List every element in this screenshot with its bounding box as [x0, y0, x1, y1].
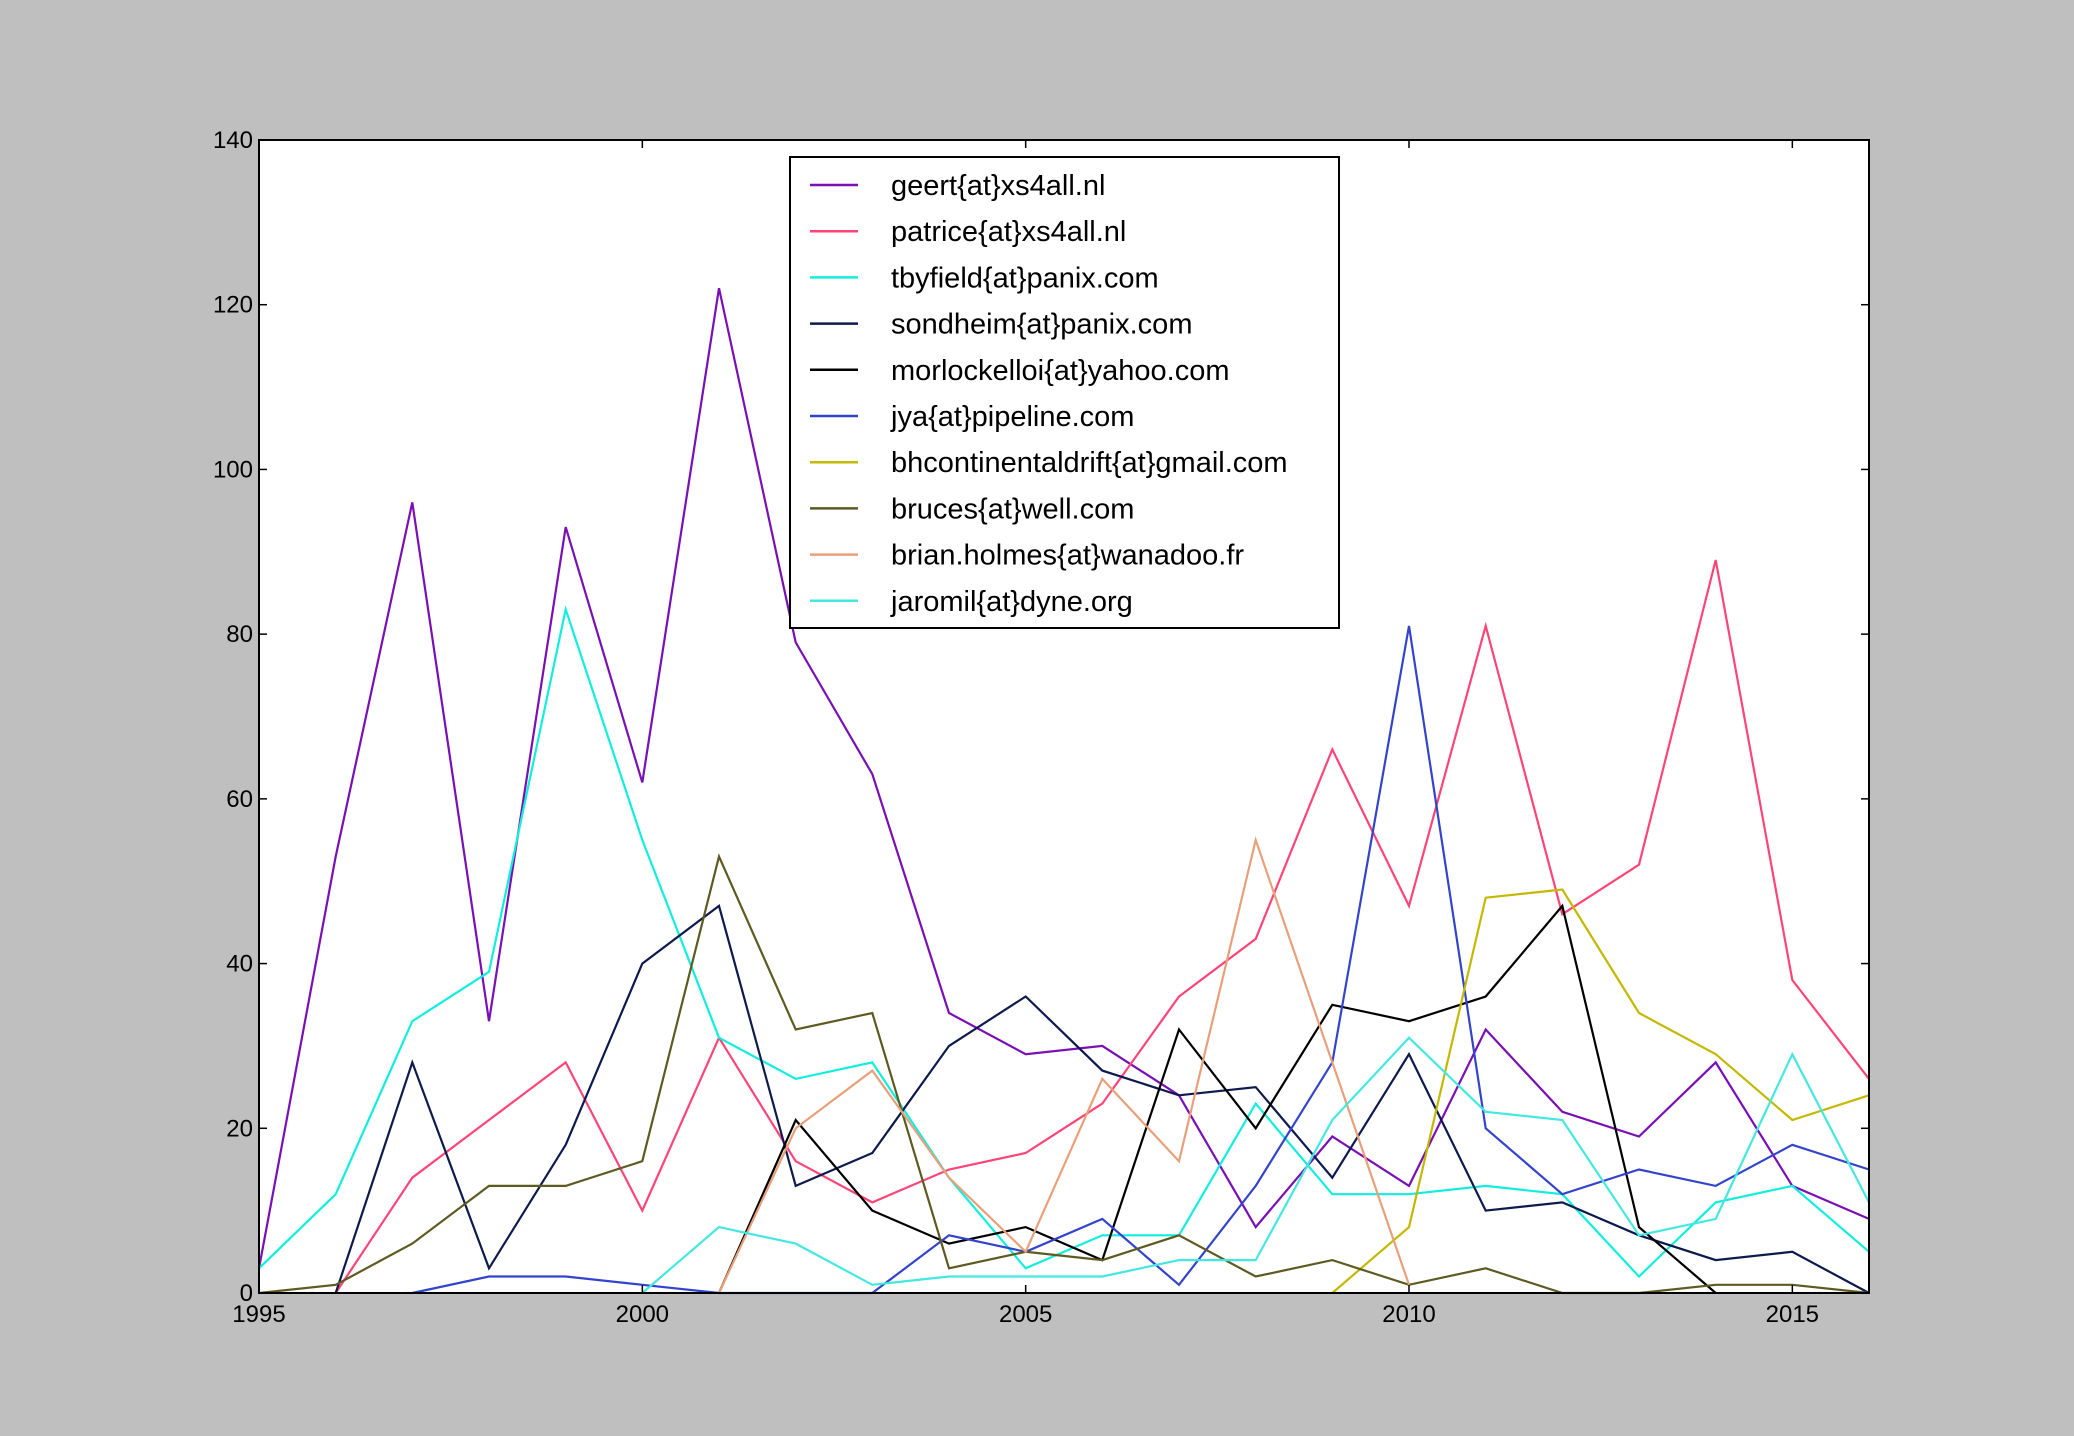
y-tick-label: 0: [240, 1280, 253, 1307]
series-line-6: [1331, 888, 1870, 1294]
series-layer: [257, 287, 1870, 1295]
legend-label: morlockelloi{at}yahoo.com: [891, 355, 1230, 387]
series-line-9: [641, 1036, 1870, 1294]
ticks-layer: 1995 2000 2005 2010 2015 0 20 40 60 80 100 120 140: [213, 127, 1869, 1328]
series-line-8: [718, 836, 1411, 1294]
legend-box: [789, 156, 1340, 629]
series-line-5: [412, 625, 1870, 1295]
y-tick-label: 120: [213, 292, 253, 319]
x-tick-label: 1995: [232, 1301, 285, 1328]
y-tick-label: 60: [226, 786, 253, 813]
y-tick-label: 100: [213, 456, 253, 483]
x-tick-label: 2000: [616, 1301, 669, 1328]
plot-frame: [258, 139, 1870, 1294]
legend-label: tbyfield{at}panix.com: [891, 262, 1159, 294]
y-tick-label: 20: [226, 1115, 253, 1142]
legend-label: brian.holmes{at}wanadoo.fr: [891, 540, 1244, 572]
series-line-1: [334, 559, 1870, 1294]
series-line-0: [257, 287, 1870, 1269]
legend-label: geert{at}xs4all.nl: [891, 170, 1105, 202]
legend-label: bhcontinentaldrift{at}gmail.com: [891, 447, 1288, 479]
y-tick-label: 40: [226, 951, 253, 978]
series-line-3: [334, 904, 1870, 1294]
legend-label: jya{at}pipeline.com: [890, 401, 1134, 433]
series-line-4: [717, 903, 1717, 1294]
legend-label: jaromil{at}dyne.org: [890, 586, 1133, 618]
y-tick-label: 80: [226, 621, 253, 648]
legend-label: sondheim{at}panix.com: [891, 309, 1192, 341]
x-tick-label: 2010: [1382, 1301, 1435, 1328]
y-tick-label: 140: [213, 127, 253, 154]
legend-label: patrice{at}xs4all.nl: [891, 216, 1126, 248]
legend-label: bruces{at}well.com: [891, 493, 1134, 525]
x-tick-label: 2015: [1766, 1301, 1819, 1328]
legend: geert{at}xs4all.nl patrice{at}xs4all.nl tb…: [789, 156, 1340, 629]
series-line-2: [258, 605, 1870, 1279]
x-tick-label: 2005: [999, 1301, 1052, 1328]
